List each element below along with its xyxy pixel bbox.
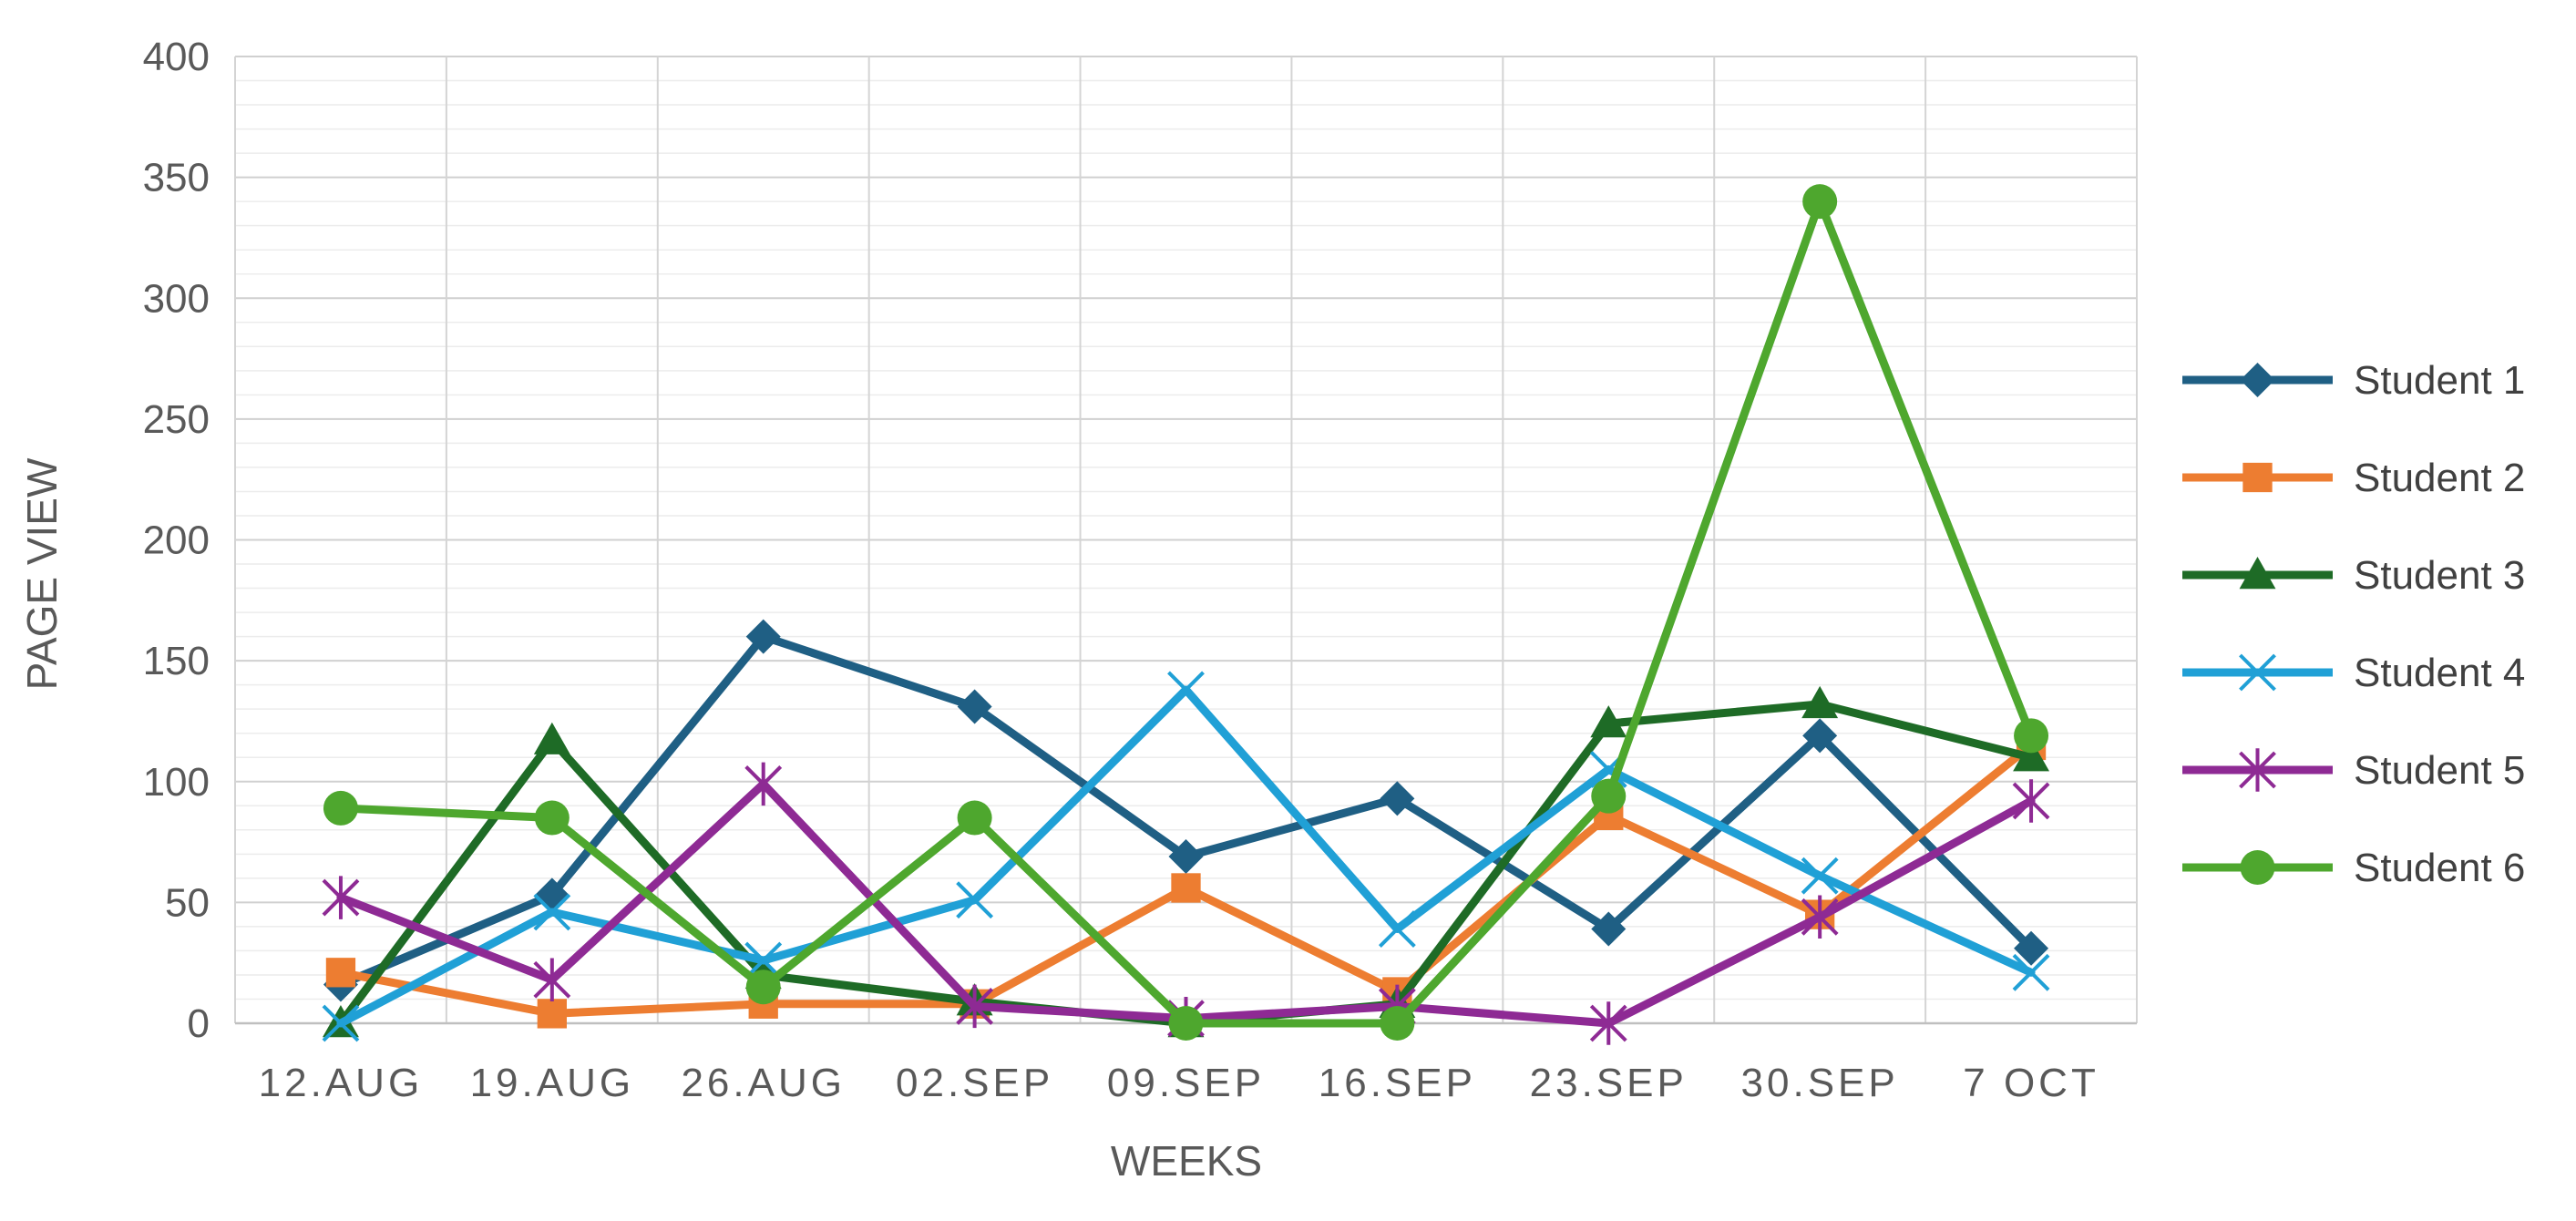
y-tick-label: 0 <box>188 1001 210 1046</box>
x-tick-label: 26.AUG <box>681 1061 846 1105</box>
legend: Student 1 Student 2 Student 3 Student 4 Stud… <box>2182 358 2525 890</box>
data-point-x <box>533 893 571 931</box>
data-point-star <box>744 762 783 806</box>
data-point-circle <box>1168 1006 1204 1041</box>
data-point-triangle <box>1801 685 1839 719</box>
data-point-square <box>325 958 356 988</box>
data-point-circle <box>1591 778 1627 814</box>
data-point-x <box>2012 953 2050 991</box>
data-point-triangle <box>1590 705 1627 738</box>
x-tick-label: 19.AUG <box>470 1061 635 1105</box>
x-tick-label: 7 OCT <box>1963 1061 2099 1105</box>
legend-label: Student 2 <box>2354 456 2525 500</box>
data-point-star <box>1589 1001 1627 1045</box>
x-tick-label: 30.SEP <box>1741 1061 1899 1105</box>
data-point-circle <box>2014 718 2049 754</box>
data-point-triangle <box>2013 739 2050 772</box>
data-point-star <box>322 876 360 919</box>
legend-item: Student 4 <box>2182 651 2525 695</box>
data-point-square <box>2242 462 2273 493</box>
data-point-x <box>1378 910 1416 948</box>
y-tick-label: 200 <box>143 518 210 563</box>
data-point-star <box>956 984 994 1029</box>
data-point-diamond <box>957 689 992 724</box>
data-point-star <box>2012 779 2050 823</box>
legend-label: Student 3 <box>2354 553 2525 598</box>
y-tick-label: 150 <box>143 639 210 683</box>
series-student-6 <box>323 184 2049 1041</box>
legend-item: Student 1 <box>2182 358 2525 403</box>
data-point-x <box>322 1004 360 1042</box>
y-tick-label: 300 <box>143 276 210 321</box>
data-point-circle <box>957 800 992 836</box>
y-axis-title: PAGE VIEW <box>18 457 66 690</box>
data-point-x <box>1167 671 1205 709</box>
data-point-x <box>956 881 994 919</box>
data-point-square <box>537 999 567 1029</box>
data-point-circle <box>1802 184 1838 220</box>
x-tick-label: 09.SEP <box>1107 1061 1265 1105</box>
series-student-4 <box>322 671 2050 1042</box>
series-student-1 <box>323 619 2049 1002</box>
data-point-circle <box>745 970 781 1005</box>
data-point-x <box>1801 857 1839 895</box>
axis-layer: 0 50 100 150 200 250 300 350 400 12.AUG 19.AUG 26.A… <box>143 35 2137 1105</box>
y-tick-label: 400 <box>143 35 210 79</box>
legend-label: Student 4 <box>2354 651 2525 695</box>
legend-item: Student 6 <box>2182 846 2525 890</box>
data-point-triangle <box>2239 557 2276 590</box>
series-line <box>336 779 2036 1028</box>
data-point-diamond <box>745 619 781 654</box>
data-point-diamond <box>2014 930 2049 966</box>
x-axis-title: WEEKS <box>1111 1137 1262 1185</box>
data-point-star <box>533 958 571 1002</box>
y-tick-label: 100 <box>143 760 210 805</box>
data-point-diamond <box>1380 781 1415 816</box>
legend-label: Student 5 <box>2354 748 2525 793</box>
y-tick-label: 250 <box>143 397 210 442</box>
data-point-triangle <box>533 722 570 754</box>
data-point-circle <box>1380 1006 1415 1041</box>
x-tick-label: 23.SEP <box>1530 1061 1688 1105</box>
data-point-star <box>2239 748 2276 792</box>
data-point-square <box>1171 873 1201 903</box>
legend-item: Student 2 <box>2182 456 2525 500</box>
y-tick-label: 350 <box>143 156 210 200</box>
data-point-x <box>2239 653 2276 692</box>
data-point-diamond <box>2240 363 2275 397</box>
legend-label: Student 6 <box>2354 846 2525 890</box>
data-point-circle <box>534 800 570 836</box>
data-point-diamond <box>1591 911 1627 947</box>
x-tick-label: 02.SEP <box>896 1061 1053 1105</box>
legend-label: Student 1 <box>2354 358 2525 403</box>
data-point-x <box>744 941 783 980</box>
data-point-star <box>1801 895 1839 939</box>
data-point-diamond <box>1168 838 1204 874</box>
legend-item: Student 5 <box>2182 748 2525 793</box>
x-tick-label: 12.AUG <box>259 1061 424 1105</box>
legend-item: Student 3 <box>2182 553 2525 598</box>
y-tick-label: 50 <box>165 880 210 925</box>
data-point-circle <box>323 790 358 826</box>
x-tick-label: 16.SEP <box>1319 1061 1476 1105</box>
data-point-diamond <box>1802 718 1838 754</box>
series-layer <box>322 184 2050 1045</box>
data-point-circle <box>2240 850 2275 885</box>
